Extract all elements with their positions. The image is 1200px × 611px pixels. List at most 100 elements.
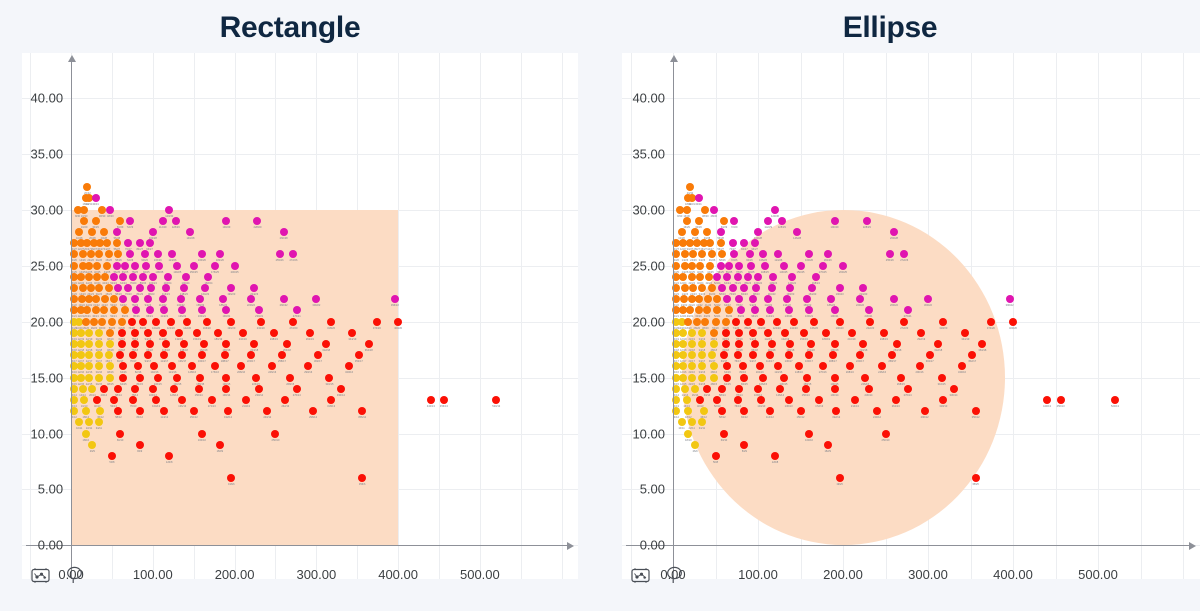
data-point[interactable] — [96, 407, 105, 416]
data-point[interactable] — [986, 317, 995, 326]
data-point[interactable] — [803, 295, 812, 304]
data-point[interactable] — [696, 261, 705, 270]
data-point[interactable] — [971, 474, 980, 483]
data-point[interactable] — [680, 295, 689, 304]
data-point[interactable] — [227, 474, 236, 483]
data-point[interactable] — [89, 239, 98, 248]
data-point[interactable] — [815, 395, 824, 404]
data-point[interactable] — [117, 317, 126, 326]
data-point[interactable] — [269, 328, 278, 337]
data-point[interactable] — [723, 295, 732, 304]
data-point[interactable] — [1056, 395, 1065, 404]
rectangle-selection-region[interactable] — [71, 209, 399, 546]
data-point[interactable] — [135, 373, 144, 382]
data-point[interactable] — [675, 205, 684, 214]
data-point[interactable] — [703, 228, 711, 237]
data-point[interactable] — [737, 306, 745, 315]
data-point[interactable] — [358, 474, 367, 483]
data-point[interactable] — [845, 362, 854, 371]
data-point[interactable] — [864, 306, 873, 315]
data-point[interactable] — [147, 284, 156, 293]
data-point[interactable] — [750, 339, 759, 348]
data-point[interactable] — [124, 284, 133, 293]
data-point[interactable] — [130, 328, 139, 337]
data-point[interactable] — [721, 339, 730, 348]
data-point[interactable] — [142, 261, 151, 270]
data-point[interactable] — [143, 328, 152, 337]
data-point[interactable] — [204, 272, 213, 281]
data-point[interactable] — [682, 395, 691, 404]
data-point[interactable] — [864, 384, 873, 393]
data-point[interactable] — [839, 261, 847, 270]
data-point[interactable] — [106, 362, 115, 371]
data-point[interactable] — [856, 295, 864, 304]
data-point[interactable] — [132, 306, 141, 315]
data-point[interactable] — [271, 429, 280, 438]
data-point[interactable] — [772, 317, 781, 326]
data-point[interactable] — [152, 317, 161, 326]
data-point[interactable] — [153, 250, 162, 259]
data-point[interactable] — [81, 317, 90, 326]
data-point[interactable] — [718, 250, 727, 259]
data-point[interactable] — [687, 272, 696, 281]
data-point[interactable] — [735, 339, 744, 348]
data-point[interactable] — [124, 239, 133, 248]
data-point[interactable] — [903, 384, 912, 393]
data-point[interactable] — [697, 362, 706, 371]
data-point[interactable] — [109, 295, 118, 304]
data-point[interactable] — [859, 339, 868, 348]
data-point[interactable] — [709, 205, 718, 214]
scatter-chart-icon[interactable] — [30, 565, 50, 585]
data-point[interactable] — [759, 250, 768, 259]
data-point[interactable] — [691, 440, 700, 449]
ellipse-selection-region[interactable] — [681, 209, 1005, 546]
data-point[interactable] — [106, 373, 115, 382]
data-point[interactable] — [192, 328, 201, 337]
data-point[interactable] — [125, 250, 134, 259]
data-point[interactable] — [672, 384, 681, 393]
scatter-plot-ellipse[interactable]: 20/32 18/31 22/31 30/31 8/30 16/30 38/30 48/30 1… — [622, 53, 1200, 582]
data-point[interactable] — [805, 429, 813, 438]
data-point[interactable] — [934, 339, 943, 348]
data-point[interactable] — [764, 295, 773, 304]
data-point[interactable] — [171, 216, 180, 225]
data-point[interactable] — [148, 384, 157, 393]
data-point[interactable] — [152, 395, 161, 404]
data-point[interactable] — [672, 295, 681, 304]
data-point[interactable] — [246, 351, 255, 360]
data-point[interactable] — [672, 395, 681, 404]
data-point[interactable] — [776, 384, 785, 393]
data-point[interactable] — [677, 418, 686, 427]
data-point[interactable] — [743, 272, 752, 281]
data-point[interactable] — [94, 328, 103, 337]
data-point[interactable] — [179, 284, 188, 293]
data-point[interactable] — [161, 284, 170, 293]
data-point[interactable] — [238, 328, 247, 337]
data-point[interactable] — [94, 284, 103, 293]
data-point[interactable] — [70, 395, 79, 404]
data-point[interactable] — [672, 306, 681, 315]
data-point[interactable] — [1005, 295, 1014, 304]
data-point[interactable] — [767, 284, 776, 293]
data-point[interactable] — [754, 272, 762, 281]
data-point[interactable] — [153, 373, 162, 382]
scatter-chart-icon[interactable] — [630, 565, 650, 585]
data-point[interactable] — [805, 351, 813, 360]
data-point[interactable] — [390, 295, 399, 304]
data-point[interactable] — [711, 317, 720, 326]
data-point[interactable] — [75, 317, 84, 326]
data-point[interactable] — [83, 183, 92, 192]
data-point[interactable] — [866, 317, 875, 326]
data-point[interactable] — [76, 362, 85, 371]
data-point[interactable] — [78, 284, 87, 293]
data-point[interactable] — [210, 362, 219, 371]
data-point[interactable] — [716, 228, 725, 237]
data-point[interactable] — [173, 373, 182, 382]
data-point[interactable] — [794, 362, 803, 371]
data-point[interactable] — [140, 250, 149, 259]
data-point[interactable] — [830, 384, 839, 393]
data-point[interactable] — [699, 407, 708, 416]
data-point[interactable] — [743, 317, 752, 326]
data-point[interactable] — [103, 261, 112, 270]
data-point[interactable] — [893, 339, 902, 348]
